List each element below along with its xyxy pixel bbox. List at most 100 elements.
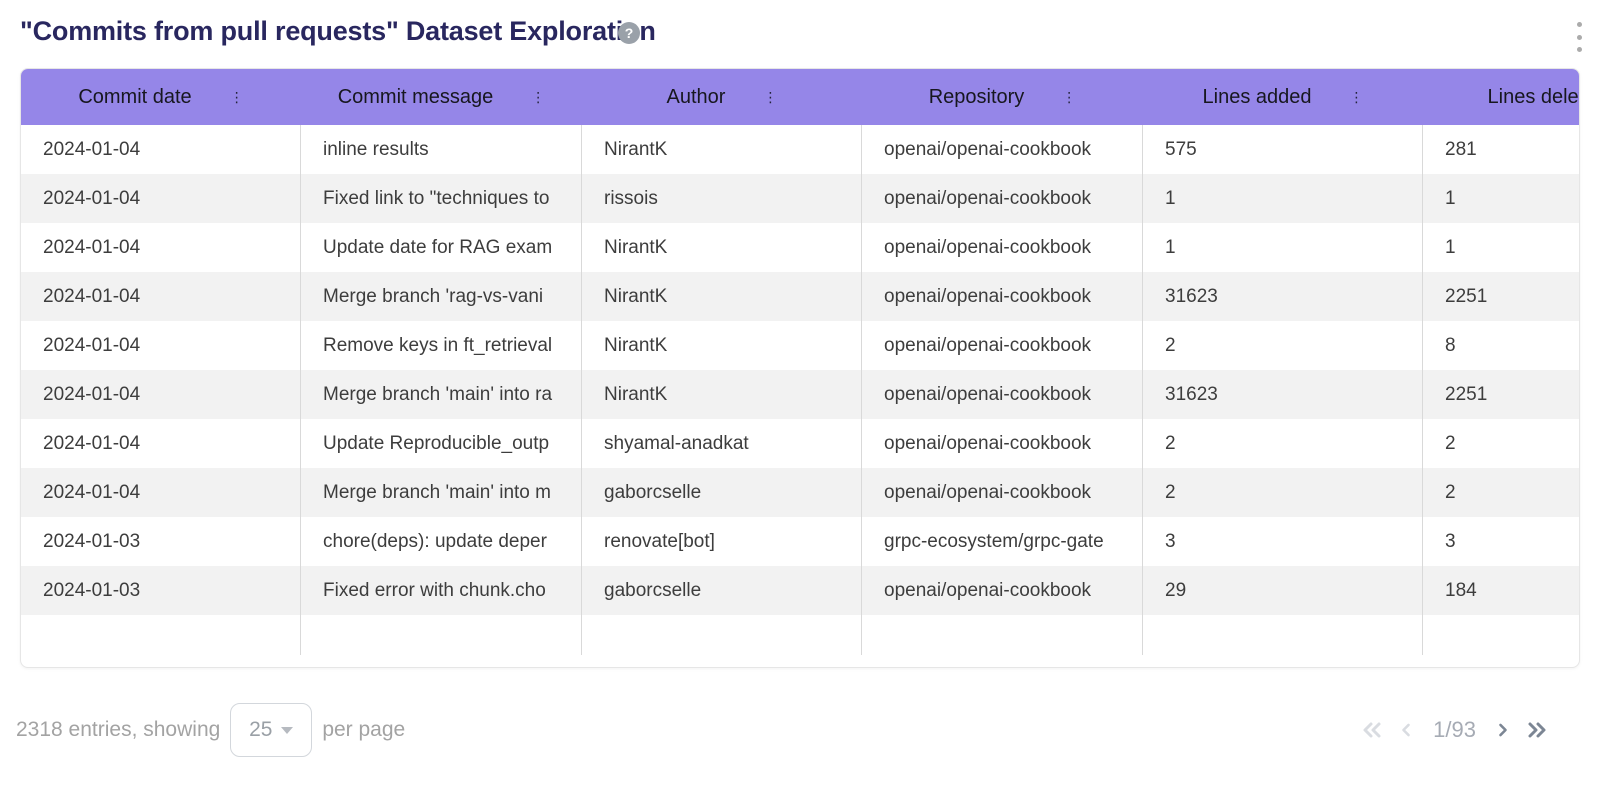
cell-commit-message: Update Reproducible_outp — [301, 419, 582, 468]
cell-lines-added: 29 — [1143, 566, 1423, 615]
cell-repository: openai/openai-cookbook — [862, 566, 1143, 615]
cell-commit-date: 2024-01-04 — [21, 174, 301, 223]
column-header-commit-message[interactable]: Commit message ⋮ — [301, 69, 582, 125]
cell-lines-deleted: 8 — [1445, 334, 1456, 356]
cell-lines-deleted: 2 — [1445, 481, 1456, 503]
cell-commit-date: 2024-01-04 — [21, 468, 301, 517]
table-row[interactable]: 2024-01-04 Remove keys in ft_retrieval Nir… — [21, 321, 1579, 370]
prev-page-button[interactable] — [1393, 717, 1419, 743]
column-header-label: Author — [666, 85, 726, 108]
cell-lines-added: 2 — [1143, 419, 1423, 468]
cell-commit-date: 2024-01-04 — [21, 370, 301, 419]
cell-repository: openai/openai-cookbook — [862, 419, 1143, 468]
cell-lines-added: 2 — [1143, 321, 1423, 370]
column-header-label: Lines deleted — [1487, 85, 1580, 108]
data-table: Commit date ⋮ Commit message ⋮ Author ⋮ Reposi… — [20, 68, 1580, 668]
double-chevron-right-icon — [1528, 722, 1546, 738]
next-page-button[interactable] — [1490, 717, 1516, 743]
cell-author: shyamal-anadkat — [582, 419, 862, 468]
cell-empty — [1423, 615, 1579, 655]
cell-commit-message: Remove keys in ft_retrieval — [301, 321, 582, 370]
cell-commit-date: 2024-01-03 — [21, 517, 301, 566]
column-menu-icon[interactable]: ⋮ — [531, 89, 546, 105]
kebab-dot — [1576, 47, 1582, 52]
cell-lines-deleted: 281 — [1445, 138, 1477, 160]
cell-lines-deleted: 2 — [1445, 432, 1456, 454]
column-header-label: Commit message — [337, 85, 494, 108]
cell-repository: openai/openai-cookbook — [862, 321, 1143, 370]
first-page-button[interactable] — [1359, 717, 1385, 743]
cell-commit-date: 2024-01-03 — [21, 566, 301, 615]
table-row[interactable]: 2024-01-04 Fixed link to "techniques to ri… — [21, 174, 1579, 223]
table-row[interactable]: 2024-01-04 inline results NirantK openai/op… — [21, 125, 1579, 174]
per-page-label: per page — [322, 718, 406, 741]
kebab-menu-icon[interactable] — [1572, 22, 1586, 52]
cell-repository: openai/openai-cookbook — [862, 174, 1143, 223]
table-row[interactable]: 2024-01-04 Merge branch 'rag-vs-vani Niran… — [21, 272, 1579, 321]
table-footer: 2318 entries, showing 25 per page 1/93 — [0, 700, 1600, 760]
pagination: 1/93 — [1359, 717, 1550, 743]
table-row[interactable]: 2024-01-03 Fixed error with chunk.cho gabo… — [21, 566, 1579, 615]
column-header-label: Commit date — [78, 85, 192, 108]
page-size-select[interactable]: 25 — [230, 703, 313, 757]
cell-lines-added: 575 — [1143, 125, 1423, 174]
entries-summary: 2318 entries, showing 25 per page — [16, 703, 405, 757]
cell-author: gaborcselle — [582, 566, 862, 615]
cell-author: NirantK — [582, 272, 862, 321]
last-page-button[interactable] — [1524, 717, 1550, 743]
cell-empty — [21, 615, 301, 655]
cell-author: renovate[bot] — [582, 517, 862, 566]
page-title: "Commits from pull requests" Dataset Exp… — [20, 16, 656, 46]
cell-empty — [301, 615, 582, 655]
cell-commit-message: Fixed link to "techniques to — [301, 174, 582, 223]
cell-commit-date: 2024-01-04 — [21, 272, 301, 321]
column-header-label: Lines added — [1202, 85, 1312, 108]
column-header-label: Repository — [928, 85, 1025, 108]
cell-lines-added: 3 — [1143, 517, 1423, 566]
page-indicator: 1/93 — [1433, 717, 1476, 742]
cell-lines-added: 1 — [1143, 174, 1423, 223]
cell-repository: openai/openai-cookbook — [862, 370, 1143, 419]
cell-commit-date: 2024-01-04 — [21, 223, 301, 272]
column-menu-icon[interactable]: ⋮ — [229, 89, 244, 105]
cell-lines-added: 1 — [1143, 223, 1423, 272]
cell-author: gaborcselle — [582, 468, 862, 517]
column-menu-icon[interactable]: ⋮ — [1349, 89, 1364, 105]
column-header-author[interactable]: Author ⋮ — [582, 69, 862, 125]
table-header-row: Commit date ⋮ Commit message ⋮ Author ⋮ Reposi… — [21, 69, 1579, 125]
cell-commit-message: Fixed error with chunk.cho — [301, 566, 582, 615]
cell-empty — [582, 615, 862, 655]
chevron-right-icon — [1499, 723, 1507, 737]
entries-count-text: 2318 entries, showing — [16, 718, 221, 741]
cell-lines-deleted: 2251 — [1445, 285, 1488, 307]
cell-lines-added: 31623 — [1143, 370, 1423, 419]
cell-lines-deleted: 184 — [1445, 579, 1477, 601]
table-row[interactable]: 2024-01-04 Merge branch 'main' into ra Nir… — [21, 370, 1579, 419]
cell-lines-deleted: 1 — [1445, 236, 1456, 258]
title-bar: "Commits from pull requests" Dataset Exp… — [0, 0, 1600, 68]
cell-repository: openai/openai-cookbook — [862, 468, 1143, 517]
cell-repository: openai/openai-cookbook — [862, 223, 1143, 272]
table-row[interactable]: 2024-01-04 Update date for RAG exam Nirant… — [21, 223, 1579, 272]
table-row[interactable]: 2024-01-04 Update Reproducible_outp shyama… — [21, 419, 1579, 468]
chevron-left-icon — [1402, 723, 1410, 737]
column-header-lines-added[interactable]: Lines added ⋮ — [1143, 69, 1423, 125]
column-header-repository[interactable]: Repository ⋮ — [862, 69, 1143, 125]
column-menu-icon[interactable]: ⋮ — [763, 89, 778, 105]
cell-lines-added: 31623 — [1143, 272, 1423, 321]
cell-lines-deleted: 2251 — [1445, 383, 1488, 405]
cell-repository: openai/openai-cookbook — [862, 125, 1143, 174]
cell-commit-date: 2024-01-04 — [21, 125, 301, 174]
table-row[interactable]: 2024-01-03 chore(deps): update deper renov… — [21, 517, 1579, 566]
cell-author: NirantK — [582, 321, 862, 370]
column-menu-icon[interactable]: ⋮ — [1062, 89, 1077, 105]
chevron-down-icon — [281, 726, 294, 734]
page-size-value: 25 — [249, 718, 273, 741]
column-header-lines-deleted[interactable]: Lines deleted⋮ — [1423, 69, 1580, 125]
cell-lines-deleted: 3 — [1445, 530, 1456, 552]
cell-commit-message: inline results — [301, 125, 582, 174]
column-header-commit-date[interactable]: Commit date ⋮ — [21, 69, 301, 125]
cell-repository: openai/openai-cookbook — [862, 272, 1143, 321]
table-row[interactable]: 2024-01-04 Merge branch 'main' into m gabo… — [21, 468, 1579, 517]
help-icon[interactable]: ? — [618, 22, 640, 44]
